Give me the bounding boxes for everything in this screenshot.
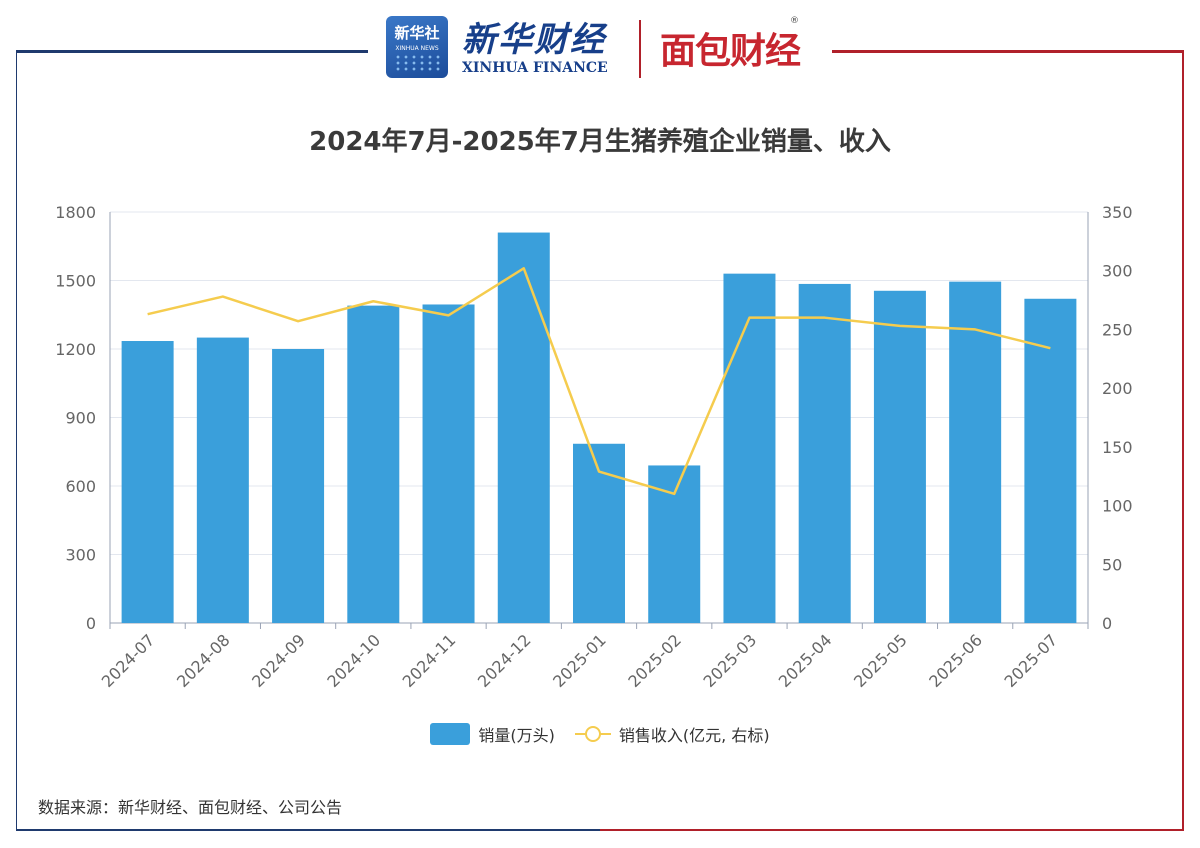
x-tick-label: 2024-10 bbox=[323, 630, 384, 691]
x-tick-label: 2024-08 bbox=[173, 630, 234, 691]
x-tick-label: 2024-09 bbox=[248, 630, 309, 691]
y-left-tick-label: 0 bbox=[86, 614, 96, 633]
bar bbox=[1024, 298, 1077, 623]
legend-item-revenue[interactable]: 销售收入(亿元, 右标) bbox=[574, 722, 770, 746]
x-tick-label: 2024-12 bbox=[474, 630, 535, 691]
legend-item-sales-volume[interactable]: 销量(万头) bbox=[430, 722, 555, 746]
frame-right bbox=[1182, 50, 1184, 830]
bar bbox=[347, 305, 400, 623]
y-left-tick-label: 600 bbox=[65, 477, 96, 496]
y-right-tick-label: 0 bbox=[1102, 614, 1112, 633]
xinhua-finance-logo-en: XINHUA FINANCE bbox=[462, 60, 608, 76]
x-tick-label: 2024-11 bbox=[399, 630, 460, 691]
logo-divider bbox=[639, 20, 641, 78]
x-tick-label: 2025-03 bbox=[700, 630, 761, 691]
legend-line-swatch bbox=[574, 723, 611, 745]
frame-left bbox=[16, 50, 17, 830]
y-right-tick-label: 200 bbox=[1102, 379, 1133, 398]
bar bbox=[422, 304, 475, 623]
bar bbox=[196, 337, 249, 623]
revenue-series-line bbox=[147, 267, 1051, 496]
chart-title: 2024年7月-2025年7月生猪养殖企业销量、收入 bbox=[309, 127, 891, 157]
x-tick-label: 2025-07 bbox=[1001, 630, 1062, 691]
bar bbox=[121, 341, 174, 623]
y-left-tick-label: 300 bbox=[65, 546, 96, 565]
frame-bottom bbox=[16, 829, 1184, 831]
legend-label-sales-volume: 销量(万头) bbox=[478, 726, 555, 745]
bar bbox=[798, 283, 851, 623]
chart-legend: 销量(万头) 销售收入(亿元, 右标) bbox=[0, 722, 1200, 746]
xinhua-badge-en: XINHUA NEWS bbox=[395, 45, 439, 52]
xinhua-badge-text: 新华社 bbox=[394, 24, 440, 42]
bar bbox=[497, 232, 550, 624]
y-right-tick-label: 350 bbox=[1102, 203, 1133, 222]
x-tick-label: 2025-04 bbox=[775, 630, 836, 691]
bar bbox=[873, 290, 926, 623]
y-right-tick-label: 100 bbox=[1102, 497, 1133, 516]
xinhua-finance-logo-cn: 新华财经 bbox=[462, 20, 606, 60]
xinhua-news-logo: 新华社 XINHUA NEWS bbox=[386, 16, 448, 78]
x-tick-label: 2025-06 bbox=[925, 630, 986, 691]
y-right-tick-label: 300 bbox=[1102, 262, 1133, 281]
y-right-tick-label: 50 bbox=[1102, 555, 1122, 574]
y-right-tick-label: 150 bbox=[1102, 438, 1133, 457]
y-left-tick-label: 1800 bbox=[55, 203, 96, 222]
registered-mark: ® bbox=[790, 16, 799, 26]
frame-top-right bbox=[832, 50, 1184, 53]
y-left-tick-label: 900 bbox=[65, 409, 96, 428]
data-source-note: 数据来源：新华财经、面包财经、公司公告 bbox=[38, 798, 343, 817]
bar bbox=[723, 273, 776, 623]
x-tick-label: 2024-07 bbox=[98, 630, 159, 691]
globe-icon bbox=[394, 54, 440, 72]
x-tick-label: 2025-05 bbox=[850, 630, 911, 691]
frame-top-left bbox=[16, 50, 368, 53]
y-left-tick-label: 1200 bbox=[55, 340, 96, 359]
y-left-tick-label: 1500 bbox=[55, 272, 96, 291]
x-tick-label: 2025-02 bbox=[624, 630, 685, 691]
bar bbox=[949, 281, 1002, 623]
legend-label-revenue: 销售收入(亿元, 右标) bbox=[618, 726, 770, 745]
bar bbox=[573, 443, 625, 623]
bar bbox=[272, 349, 325, 623]
legend-bar-swatch bbox=[430, 723, 471, 745]
x-tick-label: 2025-01 bbox=[549, 630, 610, 691]
y-right-tick-label: 250 bbox=[1102, 320, 1133, 339]
mianbao-finance-logo: 面包财经 bbox=[660, 31, 801, 72]
